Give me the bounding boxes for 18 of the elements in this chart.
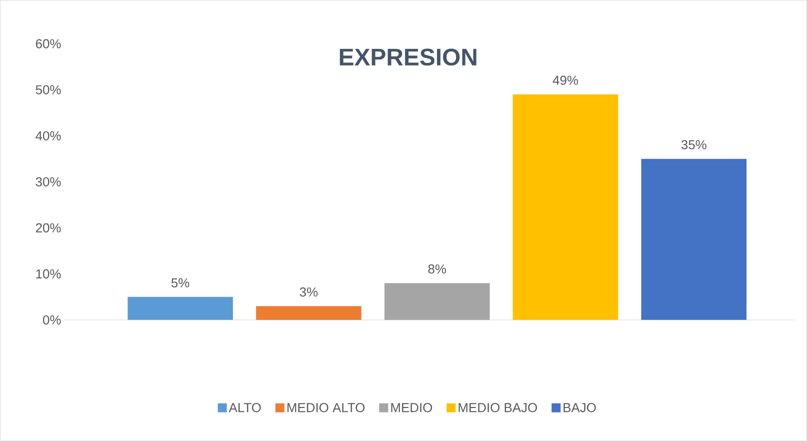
legend-label: ALTO [228,403,261,412]
y-tick-label: 40% [36,131,61,141]
data-label: 8% [428,264,446,274]
data-label: 5% [171,278,190,288]
y-tick-label: 10% [36,269,61,279]
y-tick-label: 30% [36,177,61,187]
y-tick-label: 50% [36,85,61,94]
data-label: 3% [300,288,318,297]
data-label: 35% [681,140,706,150]
legend-label: BAJO [564,403,596,412]
legend-label: MEDIO [391,403,432,412]
data-label: 49% [552,76,578,85]
chart-title: EXPRESION [340,48,476,66]
legend-label: MEDIO ALTO [287,403,365,412]
legend-label: MEDIO BAJO [458,403,537,412]
y-tick-label: 60% [36,39,61,48]
y-tick-label: 0% [43,315,61,325]
y-tick-label: 20% [36,223,61,233]
